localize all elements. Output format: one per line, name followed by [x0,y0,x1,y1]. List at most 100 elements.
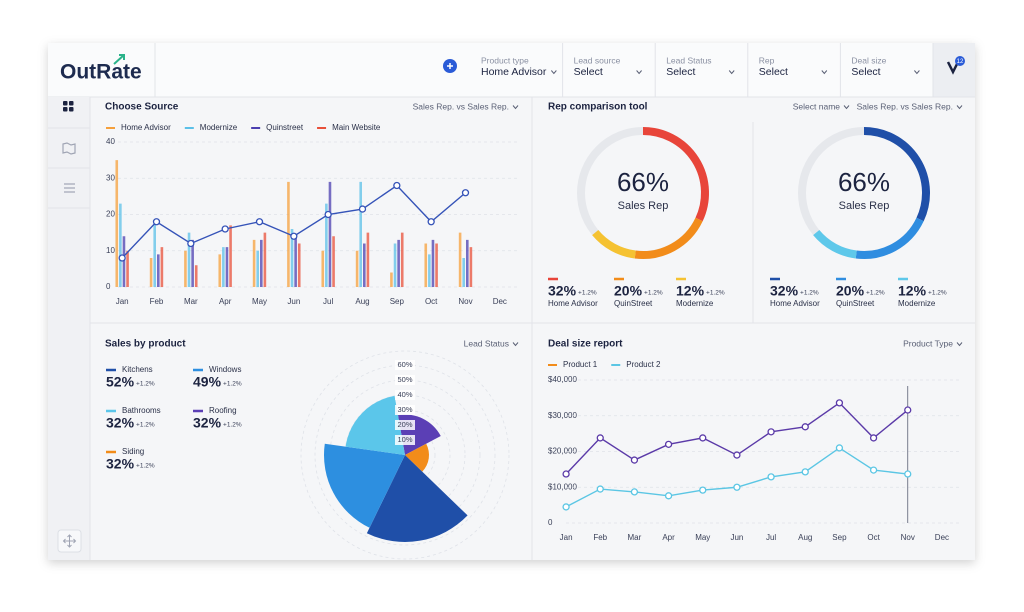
header-bar [48,43,975,97]
point [630,456,639,464]
dropdown[interactable]: Select name [793,101,841,111]
chevron [636,70,642,75]
filter-label[interactable]: Product type [481,55,529,65]
ring [300,350,510,560]
filter-label[interactable]: Rep [759,55,775,65]
legend-change: +1.2% [800,290,819,297]
panel-title: Choose Source [105,102,179,113]
tick-box [395,420,415,430]
point [733,451,741,459]
list-icon[interactable] [64,183,75,193]
point [461,189,470,197]
legend-value: 49% [193,374,222,390]
point [152,218,161,226]
bar [359,181,362,287]
x-tick-label: Dec [935,533,949,542]
ring [314,364,496,546]
donut-segment [634,217,703,259]
bar [263,232,267,287]
legend-label: Kitchens [122,365,153,374]
chevron [512,342,519,347]
legend-label: Roofing [209,406,237,415]
center-label: Sales Rep [839,200,890,212]
bar [252,239,256,287]
x-tick-label: Aug [355,297,369,306]
point [664,492,673,500]
legend-value: 32% [770,283,799,299]
point [869,466,878,474]
y-tick-label: 0 [548,518,553,527]
legend-value: 12% [898,283,927,299]
point [733,483,741,491]
x-tick-label: Aug [798,533,812,542]
bar [119,203,122,287]
legend-label: Windows [209,365,241,374]
bar [397,239,400,287]
point [767,428,775,436]
r-tick-label: 60% [397,360,412,369]
bell-icon[interactable] [946,61,960,75]
legend-change: +1.2% [136,463,155,470]
dropdown[interactable]: Sales Rep. vs Sales Rep. [413,101,509,111]
bar [290,229,294,287]
chevron [821,70,828,75]
filter-value[interactable]: Home Advisor [481,66,547,78]
x-tick-label: Apr [662,533,675,542]
dropdown[interactable]: Product Type [903,338,953,348]
polar-sector [324,443,405,528]
filter-value[interactable]: Select [574,66,603,78]
panel-title: Sales by product [105,339,186,350]
x-tick-label: May [252,297,267,306]
grid-icon[interactable] [63,101,74,112]
filter-label[interactable]: Lead Status [666,55,711,65]
legend-label: Modernize [200,123,238,132]
point [118,254,126,262]
logo[interactable]: OutRate [60,61,142,84]
filter-label[interactable]: Lead source [574,55,621,65]
bar [157,254,160,287]
bar [325,203,328,287]
point [835,399,844,407]
dropdown[interactable]: Sales Rep. vs Sales Rep. [857,101,953,111]
legend-change: +1.2% [223,381,242,388]
x-tick-label: Dec [493,297,507,306]
legend-label: Home Advisor [121,123,171,132]
x-tick-label: Jun [287,297,300,306]
y-tick-label: 20 [106,210,115,219]
bar [294,236,297,287]
map-icon[interactable] [62,142,76,155]
dropdown[interactable]: Lead Status [464,338,509,348]
legend-change: +1.2% [223,422,242,429]
donut-segment [813,229,857,259]
legend-label: Modernize [676,299,714,308]
plus-icon [447,63,453,69]
bar [191,239,194,287]
y-tick-label: $20,000 [548,447,577,456]
chevron [550,70,557,75]
badge [955,56,965,66]
filter-label[interactable]: Deal size [851,55,886,65]
x-tick-label: Jun [730,533,743,542]
point [801,468,809,476]
legend-change: +1.2% [866,290,885,297]
point [596,434,604,442]
bar [149,258,153,287]
legend-label: Home Advisor [548,299,598,308]
filter-value[interactable]: Select [666,66,695,78]
filter-value[interactable]: Select [851,66,880,78]
tick-box [395,435,415,445]
x-tick-label: Jan [116,297,129,306]
bar [225,247,229,287]
chevron [512,105,519,110]
bar [328,181,332,287]
bar [222,247,225,287]
point [358,205,367,213]
logo-arrow [113,54,125,65]
x-tick-label: Nov [901,533,915,542]
bar [390,272,393,287]
bar [194,265,198,287]
bar [428,254,431,287]
filter-value[interactable]: Select [759,66,788,78]
point [562,470,570,478]
